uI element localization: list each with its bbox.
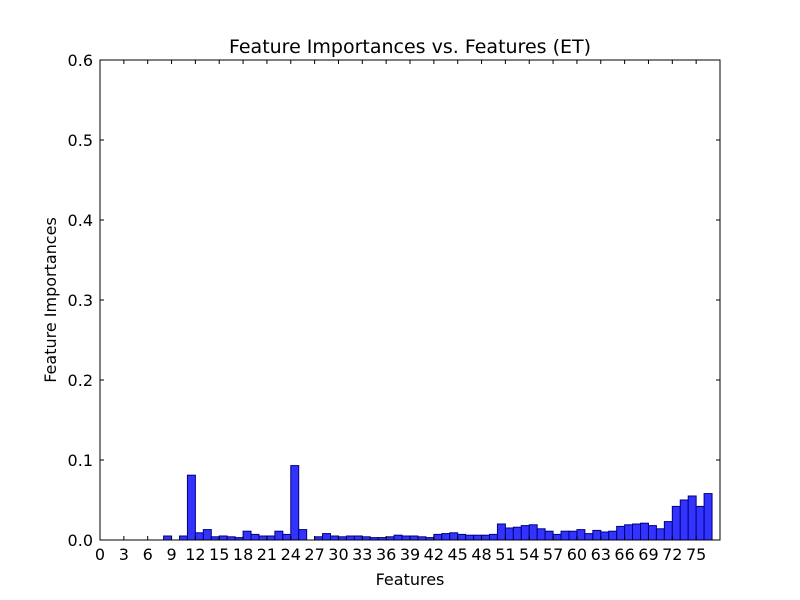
x-tick-label: 48 xyxy=(471,545,491,564)
bar xyxy=(178,535,188,541)
x-tick-label: 30 xyxy=(328,545,348,564)
bar xyxy=(504,527,514,541)
x-tick-label: 9 xyxy=(166,545,176,564)
bar xyxy=(250,533,260,541)
x-tick-label: 36 xyxy=(376,545,396,564)
bar xyxy=(640,522,649,541)
y-tick-label: 0.2 xyxy=(68,371,93,390)
y-tick-label: 0.0 xyxy=(68,531,93,550)
x-tick-label: 15 xyxy=(209,545,229,564)
x-tick-label: 75 xyxy=(686,545,706,564)
bar xyxy=(409,535,419,541)
y-tick-label: 0.5 xyxy=(68,131,93,150)
bar xyxy=(266,535,276,541)
bar xyxy=(441,533,451,541)
bar xyxy=(290,465,300,541)
bar xyxy=(512,526,522,541)
bar xyxy=(345,535,355,541)
chart-title: Feature Importances vs. Features (ET) xyxy=(229,36,591,58)
bar xyxy=(679,499,689,541)
bar xyxy=(544,530,554,541)
x-tick-label: 12 xyxy=(185,545,205,564)
bar xyxy=(481,534,490,541)
bar xyxy=(632,523,642,541)
x-tick-label: 3 xyxy=(119,545,129,564)
bar xyxy=(568,530,578,541)
bar xyxy=(298,529,308,541)
bar xyxy=(258,535,268,541)
bar xyxy=(496,523,506,541)
bar xyxy=(552,533,562,541)
bar xyxy=(536,528,546,541)
bar xyxy=(186,474,196,541)
bar xyxy=(163,535,173,541)
x-tick-label: 69 xyxy=(638,545,658,564)
x-tick-label: 66 xyxy=(614,545,634,564)
x-tick-label: 42 xyxy=(424,545,444,564)
bar xyxy=(401,535,411,541)
y-tick-label: 0.4 xyxy=(68,211,93,230)
bar xyxy=(218,535,228,541)
y-tick-label: 0.3 xyxy=(68,291,93,310)
bar xyxy=(202,529,212,541)
y-axis-label: Feature Importances xyxy=(41,217,60,383)
bar xyxy=(322,533,332,541)
y-tick-label: 0.1 xyxy=(68,451,93,470)
x-tick-label: 51 xyxy=(495,545,515,564)
bar xyxy=(194,532,204,541)
x-tick-label: 57 xyxy=(543,545,563,564)
x-tick-label: 54 xyxy=(519,545,539,564)
bar xyxy=(353,535,363,541)
bars-group xyxy=(163,465,713,541)
bar xyxy=(647,525,657,541)
x-axis-label: Features xyxy=(376,570,445,589)
bar xyxy=(616,525,626,541)
x-tick-label: 45 xyxy=(448,545,468,564)
x-tick-label: 6 xyxy=(143,545,153,564)
bar xyxy=(671,505,681,541)
bar xyxy=(433,533,443,541)
bar xyxy=(608,530,618,541)
bar xyxy=(457,533,467,541)
bar xyxy=(465,534,475,541)
bar xyxy=(655,528,665,541)
bar xyxy=(703,493,713,541)
x-tick-label: 24 xyxy=(281,545,301,564)
x-tick-label: 39 xyxy=(400,545,420,564)
x-tick-label: 33 xyxy=(352,545,372,564)
bar xyxy=(488,533,498,541)
bar xyxy=(274,530,284,541)
y-axis-ticks: 0.0 0.1 0.2 0.3 0.4 0.5 0.6 xyxy=(68,51,720,550)
x-tick-label: 72 xyxy=(662,545,682,564)
x-tick-label: 27 xyxy=(304,545,324,564)
plot-frame xyxy=(99,59,721,541)
bar xyxy=(330,535,339,541)
x-axis-ticks: 0 3 6 9 12 15 18 21 24 27 30 33 36 39 42 45 48 51 54 57 60 63… xyxy=(95,60,706,564)
x-tick-label: 0 xyxy=(95,545,105,564)
bar xyxy=(520,525,530,541)
bar xyxy=(282,533,292,541)
bar xyxy=(687,495,697,541)
bar xyxy=(695,505,705,541)
x-tick-label: 18 xyxy=(233,545,253,564)
bar xyxy=(576,529,586,541)
bar xyxy=(663,521,673,541)
x-tick-label: 60 xyxy=(567,545,587,564)
bar xyxy=(600,531,610,541)
bar xyxy=(473,534,483,541)
bar xyxy=(624,524,634,541)
bar xyxy=(393,534,403,541)
x-tick-label: 21 xyxy=(257,545,277,564)
bar xyxy=(449,532,459,541)
x-tick-label: 63 xyxy=(591,545,611,564)
bar xyxy=(560,530,570,541)
bar xyxy=(584,533,594,541)
bar xyxy=(242,530,252,541)
bar xyxy=(592,529,602,541)
bar xyxy=(528,524,538,541)
y-tick-label: 0.6 xyxy=(68,51,93,70)
